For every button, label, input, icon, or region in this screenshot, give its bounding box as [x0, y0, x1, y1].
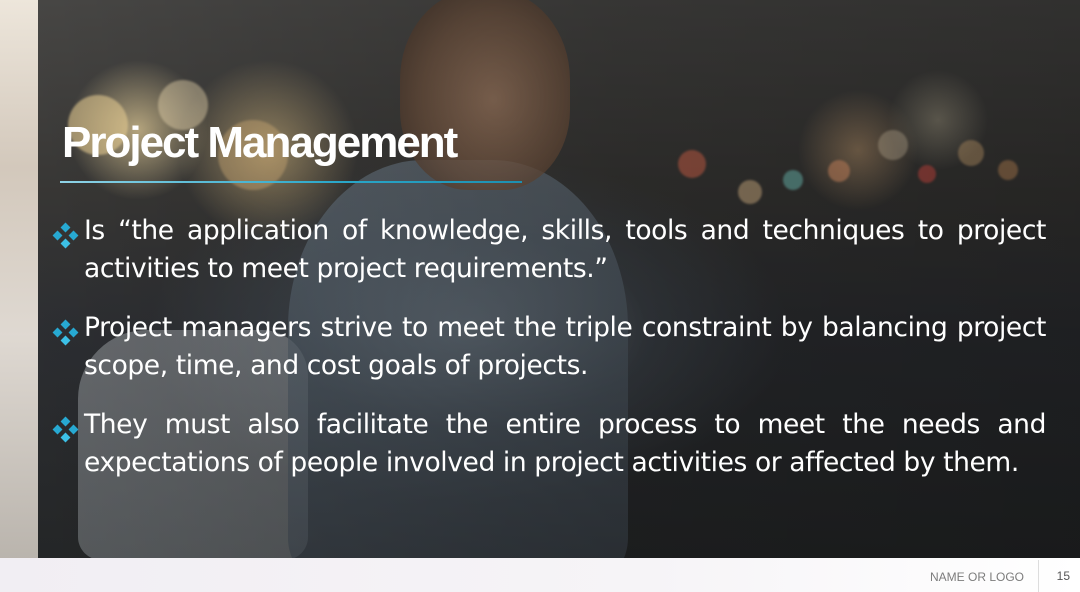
slide-title: Project Management: [62, 118, 458, 167]
bullet-text: Is “the application of knowledge, skills…: [84, 215, 1046, 284]
bullet-text: They must also facilitate the entire pro…: [84, 409, 1046, 478]
four-diamond-bullet-icon: [52, 319, 79, 346]
four-diamond-bullet-icon: [52, 416, 79, 443]
page-number: 15: [1056, 569, 1070, 583]
title-underline: [60, 181, 522, 183]
bullet-text: Project managers strive to meet the trip…: [84, 312, 1046, 381]
bullet-list: Is “the application of knowledge, skills…: [52, 212, 1046, 503]
previous-slide-edge: [0, 0, 38, 558]
footer-divider: [1038, 560, 1039, 592]
bullet-item: They must also facilitate the entire pro…: [52, 406, 1046, 482]
slide: Project Management Is “the application o…: [38, 0, 1080, 558]
bullet-item: Project managers strive to meet the trip…: [52, 309, 1046, 385]
bullet-item: Is “the application of knowledge, skills…: [52, 212, 1046, 288]
slide-footer: NAME OR LOGO 15: [0, 558, 1080, 592]
four-diamond-bullet-icon: [52, 222, 79, 249]
footer-logo-placeholder: NAME OR LOGO: [929, 570, 1024, 584]
